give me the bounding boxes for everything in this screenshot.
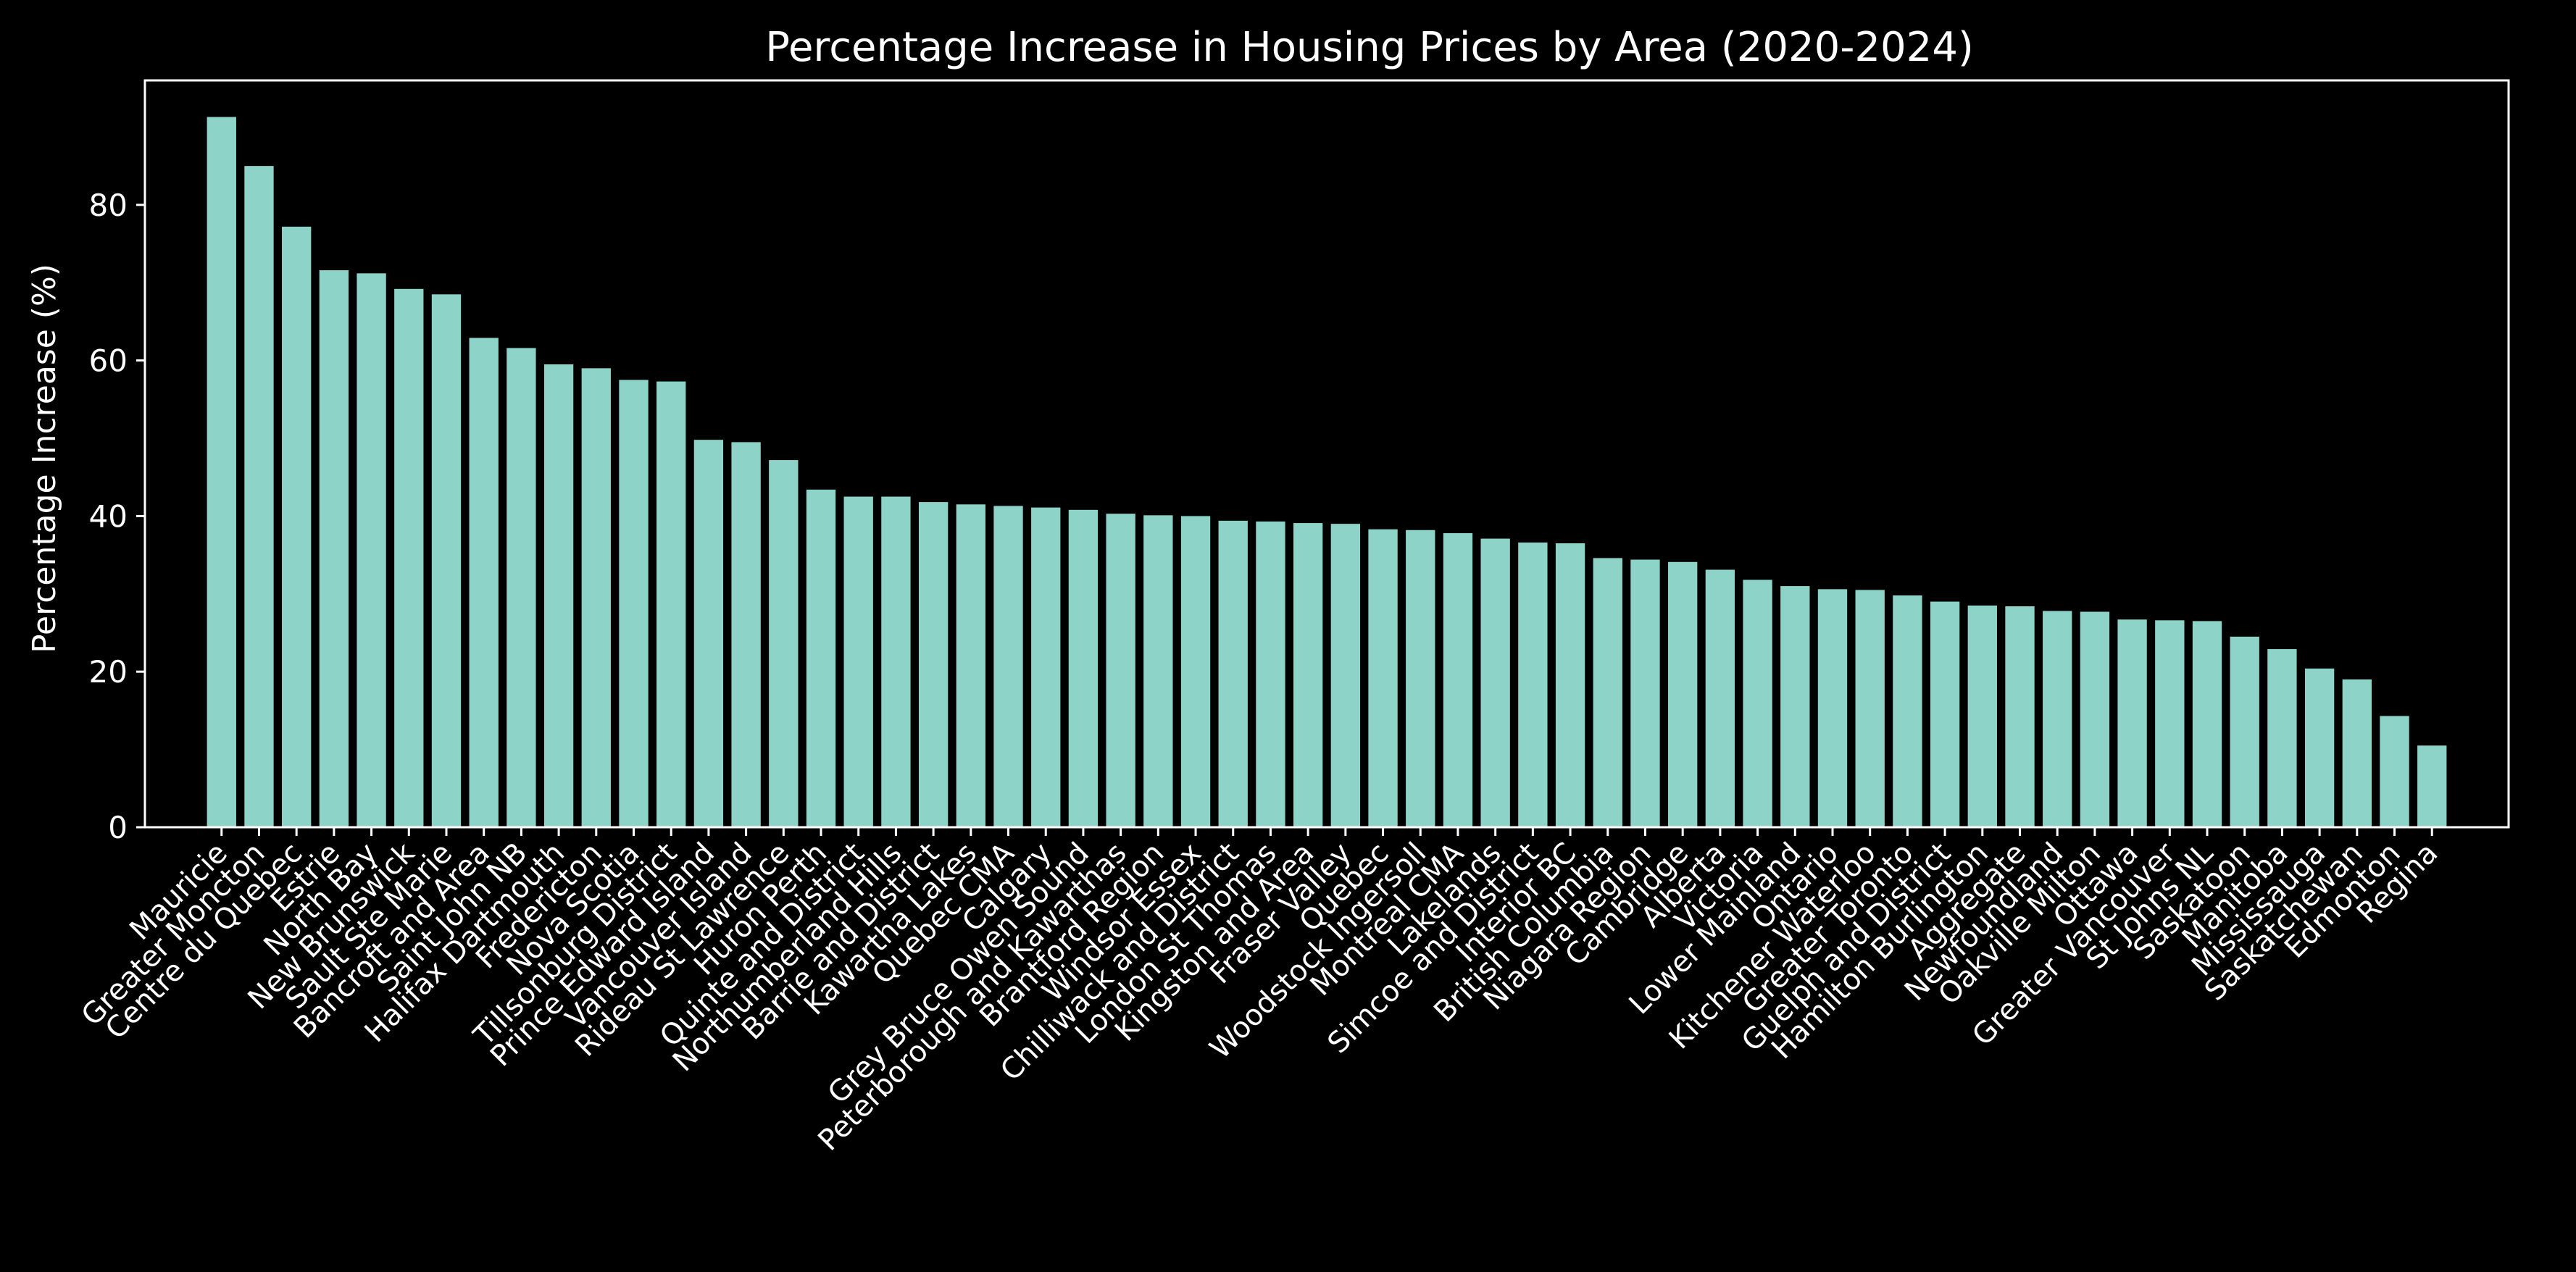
bar-51 <box>2117 619 2147 827</box>
bar-15 <box>769 460 799 827</box>
bar-26 <box>1180 516 1211 827</box>
bar-40 <box>1705 569 1735 827</box>
bar-4 <box>357 273 386 828</box>
bar-22 <box>1031 507 1061 827</box>
bar-48 <box>2005 606 2035 827</box>
bar-0 <box>207 117 236 828</box>
bar-56 <box>2304 668 2335 827</box>
bar-31 <box>1368 529 1398 827</box>
bar-55 <box>2267 649 2297 827</box>
bar-50 <box>2080 611 2110 827</box>
bar-29 <box>1293 523 1323 827</box>
bar-8 <box>507 348 536 827</box>
bar-53 <box>2192 621 2222 827</box>
y-axis-label: Percentage Increase (%) <box>26 264 63 653</box>
bar-12 <box>656 381 686 827</box>
bar-21 <box>993 506 1023 827</box>
bar-19 <box>918 502 949 827</box>
bar-10 <box>581 368 611 827</box>
bar-43 <box>1817 589 1848 827</box>
bar-23 <box>1068 509 1099 827</box>
bar-58 <box>2380 716 2409 827</box>
bar-28 <box>1256 521 1285 827</box>
bar-30 <box>1330 524 1361 827</box>
bar-41 <box>1743 579 1772 827</box>
bar-47 <box>1967 605 1997 827</box>
y-tick-label: 60 <box>89 343 128 379</box>
bar-37 <box>1593 558 1622 827</box>
bar-2 <box>282 226 312 827</box>
bar-42 <box>1780 586 1810 827</box>
plot-area-frame <box>143 79 2510 829</box>
x-tick-label: Greater Moncton <box>75 837 272 1033</box>
bar-14 <box>731 442 761 827</box>
bar-16 <box>806 489 836 827</box>
bar-59 <box>2417 745 2447 827</box>
bar-24 <box>1106 514 1135 827</box>
bar-3 <box>319 270 349 827</box>
y-tick-label: 20 <box>89 654 128 690</box>
bar-35 <box>1518 542 1548 827</box>
y-tick-label: 0 <box>108 810 128 845</box>
bar-27 <box>1218 520 1248 827</box>
y-tick-label: 40 <box>89 498 128 534</box>
bar-46 <box>1930 601 1960 827</box>
bar-13 <box>693 440 724 827</box>
y-tick-label: 80 <box>89 188 128 223</box>
bar-54 <box>2230 636 2259 827</box>
bar-52 <box>2155 620 2185 827</box>
bar-57 <box>2342 679 2372 827</box>
bar-25 <box>1143 515 1173 827</box>
bars-group <box>207 117 2447 828</box>
bar-5 <box>394 288 424 827</box>
bar-38 <box>1630 559 1660 827</box>
bar-33 <box>1443 533 1473 827</box>
bar-1 <box>244 166 274 827</box>
bar-17 <box>843 496 873 827</box>
bar-36 <box>1555 543 1585 827</box>
bar-11 <box>619 380 649 827</box>
bar-39 <box>1668 561 1698 827</box>
bar-45 <box>1893 595 1922 827</box>
bar-18 <box>881 496 911 827</box>
bar-9 <box>543 364 574 827</box>
bar-44 <box>1855 590 1885 827</box>
bar-34 <box>1480 538 1510 827</box>
chart-title: Percentage Increase in Housing Prices by… <box>765 24 1974 71</box>
y-axis-ticks: 0 20 40 60 80 <box>89 188 145 845</box>
bar-20 <box>956 504 985 827</box>
bar-7 <box>469 338 499 828</box>
bar-32 <box>1406 530 1435 827</box>
bar-6 <box>431 294 462 828</box>
bar-49 <box>2043 611 2072 827</box>
